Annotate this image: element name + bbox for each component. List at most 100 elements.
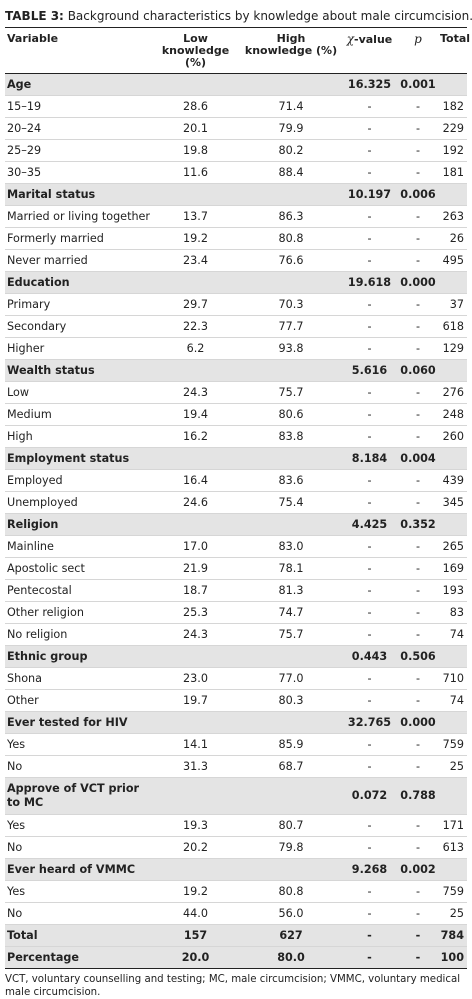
- table-row: No 31.3 68.7- -25: [5, 755, 467, 778]
- cell-chi-value: -: [341, 95, 398, 118]
- category-row: Employment status 8.184 0.004: [5, 447, 467, 470]
- cell-low-knowledge: [150, 858, 241, 881]
- cell-chi-value: -: [341, 814, 398, 837]
- category-row: Religion 4.425 0.352: [5, 513, 467, 536]
- table-row: No religion 24.3 75.7- -74: [5, 623, 467, 646]
- table-row: Pentecostal 18.7 81.3- -193: [5, 579, 467, 602]
- cell-low-knowledge: 16.4: [150, 469, 241, 492]
- cell-total: 710: [438, 667, 467, 690]
- cell-high-knowledge: 75.4: [241, 491, 341, 514]
- cell-p-value: -: [398, 535, 438, 558]
- cell-low-knowledge: 11.6: [150, 161, 241, 184]
- table-row: Other 19.7 80.3- -74: [5, 689, 467, 712]
- summary-row: Percentage 20.0 80.0- -100: [5, 946, 467, 969]
- cell-chi-value: -: [341, 205, 398, 228]
- table-row: 20–24 20.1 79.9- -229: [5, 117, 467, 140]
- cell-variable: 25–29: [5, 139, 150, 162]
- cell-variable: Low: [5, 381, 150, 404]
- table-row: Medium 19.4 80.6- -248: [5, 403, 467, 426]
- cell-low-knowledge: 16.2: [150, 425, 241, 448]
- category-row: Age 16.325 0.001: [5, 73, 467, 96]
- table-row: Yes 19.3 80.7- -171: [5, 814, 467, 837]
- cell-variable: No religion: [5, 623, 150, 646]
- cell-chi-value: 19.618: [341, 271, 398, 294]
- cell-high-knowledge: 70.3: [241, 293, 341, 316]
- cell-p-value: -: [398, 381, 438, 404]
- cell-high-knowledge: [241, 645, 341, 668]
- cell-p-value: -: [398, 880, 438, 903]
- cell-high-knowledge: 80.3: [241, 689, 341, 712]
- cell-chi-value: -: [341, 315, 398, 338]
- cell-low-knowledge: 20.1: [150, 117, 241, 140]
- cell-p-value: -: [398, 902, 438, 925]
- cell-high-knowledge: [241, 858, 341, 881]
- cell-high-knowledge: 80.2: [241, 139, 341, 162]
- cell-low-knowledge: 23.4: [150, 249, 241, 272]
- cell-high-knowledge: [241, 447, 341, 470]
- header-p: p: [398, 28, 438, 74]
- cell-chi-value: -: [341, 293, 398, 316]
- cell-p-value: 0.000: [398, 711, 438, 734]
- cell-variable: Religion: [5, 513, 150, 536]
- cell-chi-value: 0.072: [341, 777, 398, 815]
- cell-total: 759: [438, 733, 467, 756]
- cell-low-knowledge: 29.7: [150, 293, 241, 316]
- cell-total: 784: [438, 924, 467, 947]
- cell-variable: Primary: [5, 293, 150, 316]
- table-row: Apostolic sect 21.9 78.1- -169: [5, 557, 467, 580]
- cell-low-knowledge: [150, 777, 241, 815]
- cell-low-knowledge: 19.4: [150, 403, 241, 426]
- cell-total: 26: [438, 227, 467, 250]
- cell-p-value: -: [398, 117, 438, 140]
- table-row: No 44.0 56.0- -25: [5, 902, 467, 925]
- cell-chi-value: -: [341, 667, 398, 690]
- cell-low-knowledge: 24.3: [150, 381, 241, 404]
- cell-total: 439: [438, 469, 467, 492]
- cell-chi-value: -: [341, 946, 398, 969]
- cell-high-knowledge: 83.6: [241, 469, 341, 492]
- cell-total: 169: [438, 557, 467, 580]
- cell-p-value: -: [398, 491, 438, 514]
- cell-p-value: -: [398, 836, 438, 859]
- cell-total: [438, 447, 467, 470]
- table-row: Higher 6.2 93.8- -129: [5, 337, 467, 360]
- cell-low-knowledge: 157: [150, 924, 241, 947]
- cell-p-value: 0.000: [398, 271, 438, 294]
- cell-chi-value: -: [341, 425, 398, 448]
- cell-low-knowledge: 25.3: [150, 601, 241, 624]
- table-footnote: VCT, voluntary counselling and testing; …: [5, 974, 461, 998]
- table-row: No 20.2 79.8- -613: [5, 836, 467, 859]
- table-row: 25–29 19.8 80.2- -192: [5, 139, 467, 162]
- cell-low-knowledge: [150, 711, 241, 734]
- cell-p-value: -: [398, 733, 438, 756]
- cell-p-value: -: [398, 205, 438, 228]
- cell-total: [438, 271, 467, 294]
- cell-variable: Yes: [5, 814, 150, 837]
- cell-high-knowledge: [241, 73, 341, 96]
- table-row: Never married 23.4 76.6- -495: [5, 249, 467, 272]
- cell-p-value: -: [398, 337, 438, 360]
- cell-total: 74: [438, 623, 467, 646]
- cell-total: 495: [438, 249, 467, 272]
- cell-low-knowledge: 23.0: [150, 667, 241, 690]
- cell-variable: Employment status: [5, 447, 150, 470]
- cell-low-knowledge: 44.0: [150, 902, 241, 925]
- cell-chi-value: -: [341, 249, 398, 272]
- cell-total: 229: [438, 117, 467, 140]
- cell-p-value: -: [398, 95, 438, 118]
- cell-high-knowledge: [241, 183, 341, 206]
- cell-high-knowledge: 88.4: [241, 161, 341, 184]
- cell-low-knowledge: [150, 359, 241, 382]
- cell-high-knowledge: 83.8: [241, 425, 341, 448]
- cell-variable: Pentecostal: [5, 579, 150, 602]
- cell-chi-value: 8.184: [341, 447, 398, 470]
- cell-high-knowledge: 74.7: [241, 601, 341, 624]
- cell-low-knowledge: [150, 183, 241, 206]
- cell-chi-value: -: [341, 733, 398, 756]
- cell-variable: Other religion: [5, 601, 150, 624]
- cell-p-value: -: [398, 293, 438, 316]
- cell-p-value: -: [398, 946, 438, 969]
- cell-low-knowledge: [150, 447, 241, 470]
- cell-low-knowledge: [150, 513, 241, 536]
